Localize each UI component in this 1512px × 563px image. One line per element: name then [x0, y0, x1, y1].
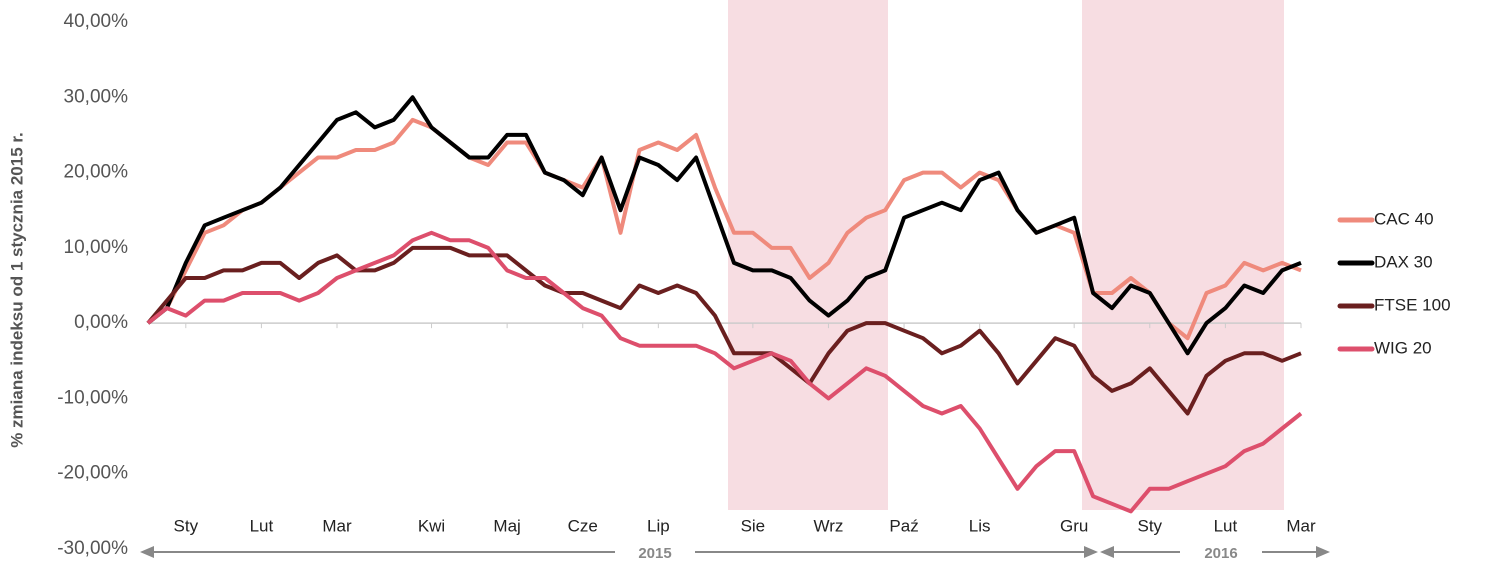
x-tick-label: Lip: [647, 516, 670, 535]
y-tick-label: 40,00%: [64, 11, 129, 32]
series-line: [146, 95, 1302, 356]
year-arrows: [140, 546, 1330, 558]
year-label: 2015: [638, 545, 671, 562]
legend-label: DAX 30: [1374, 252, 1433, 271]
y-tick-label: 10,00%: [64, 237, 129, 258]
legend-label: CAC 40: [1374, 209, 1434, 228]
x-tick-label: Mar: [322, 516, 352, 535]
arrow-head: [1084, 546, 1098, 558]
y-tick-label: -30,00%: [57, 538, 128, 559]
legend-label: WIG 20: [1374, 338, 1432, 357]
x-tick-label: Sty: [174, 516, 199, 535]
y-tick-label: 30,00%: [64, 86, 129, 107]
x-tick-label: Maj: [493, 516, 520, 535]
series-line: [146, 230, 1303, 514]
x-tick-label: Gru: [1060, 516, 1088, 535]
x-tick-label: Lis: [969, 516, 991, 535]
y-axis-label: % zmiana indeksu od 1 stycznia 2015 r.: [7, 132, 26, 448]
legend-label: FTSE 100: [1374, 295, 1451, 314]
arrow-head: [1316, 546, 1330, 558]
shaded-period: [728, 0, 888, 510]
x-tick-label: Paź: [889, 516, 918, 535]
y-tick-label: 0,00%: [74, 312, 128, 333]
shaded-period: [1082, 0, 1284, 510]
year-label: 2016: [1204, 545, 1237, 562]
arrow-head: [140, 546, 154, 558]
arrow-head: [1100, 546, 1114, 558]
x-tick-label: Mar: [1286, 516, 1316, 535]
x-tick-label: Wrz: [814, 516, 844, 535]
x-tick-label: Sty: [1138, 516, 1163, 535]
y-tick-label: -10,00%: [57, 387, 128, 408]
y-tick-label: -20,00%: [57, 463, 128, 484]
x-tick-label: Lut: [250, 516, 274, 535]
series-line: [146, 117, 1302, 341]
x-tick-label: Kwi: [418, 516, 445, 535]
x-tick-label: Cze: [568, 516, 598, 535]
x-tick-label: Lut: [1214, 516, 1238, 535]
y-tick-label: 20,00%: [64, 162, 129, 183]
series-line: [146, 245, 1302, 416]
x-tick-label: Sie: [741, 516, 766, 535]
